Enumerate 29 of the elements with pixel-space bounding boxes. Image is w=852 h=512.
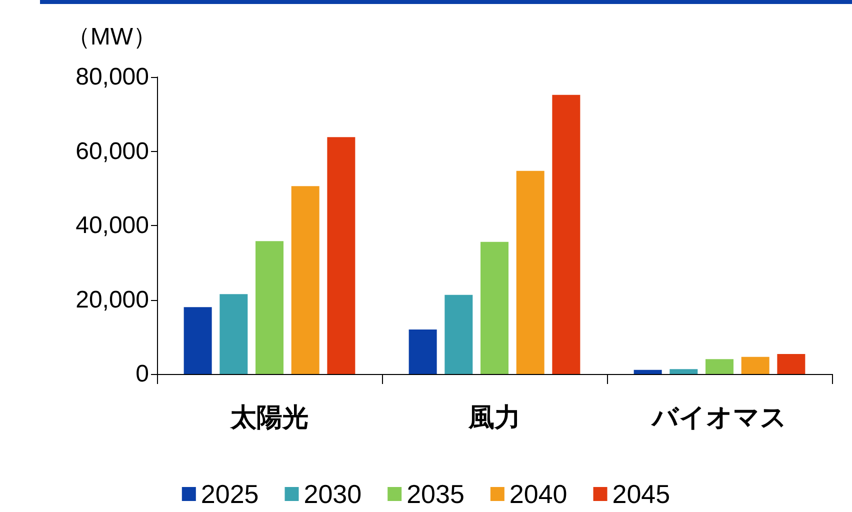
bar	[256, 241, 284, 374]
legend-label: 2045	[612, 479, 670, 509]
bar	[327, 137, 356, 374]
bar	[670, 369, 698, 374]
y-tick-label: 80,000	[76, 64, 149, 90]
x-tick-label: 太陽光	[230, 402, 308, 432]
bar	[291, 186, 320, 374]
y-tick-label: 40,000	[76, 212, 149, 239]
bar	[552, 94, 580, 374]
bar	[408, 329, 437, 374]
bar	[777, 354, 806, 374]
y-tick-label: 20,000	[76, 286, 149, 314]
y-tick-label: 0	[136, 360, 149, 388]
x-tick-label: バイオマス	[650, 402, 787, 432]
bar	[444, 294, 473, 374]
bar	[706, 359, 734, 374]
bar	[516, 170, 544, 374]
x-tick-label: 風力	[468, 402, 520, 432]
legend-label: 2030	[304, 479, 362, 509]
y-axis-title: （MW）	[66, 24, 157, 50]
bar	[741, 356, 770, 374]
legend-label: 2025	[200, 479, 259, 509]
bar	[634, 370, 662, 374]
legend-label: 2035	[406, 479, 464, 509]
bar	[480, 242, 508, 374]
legend-label: 2040	[509, 479, 568, 509]
bar	[184, 307, 212, 374]
bar	[220, 294, 248, 374]
y-tick-label: 60,000	[76, 138, 149, 165]
